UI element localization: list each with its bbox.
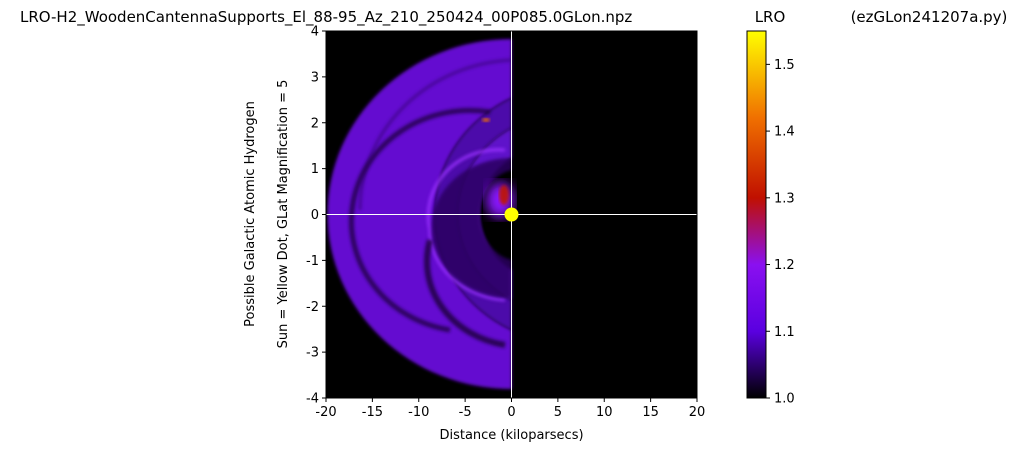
x-tick-label: 5 [554,405,562,420]
x-tick-label: -10 [408,405,429,420]
hotspot-upper [482,118,490,122]
y-tick-label: -4 [306,392,319,407]
x-axis-label: Distance (kiloparsecs) [439,428,583,443]
x-tick-label: -5 [459,405,472,420]
y-tick-label: 0 [311,208,319,223]
bright-arc [426,148,506,302]
x-axis-ticks: -20 -15 -10 -5 0 5 10 15 20 [315,398,705,420]
x-tick-label: 15 [642,405,659,420]
x-tick-label: 20 [689,405,706,420]
sun-marker [504,207,519,222]
colorbar-tick-label: 1.4 [774,125,795,140]
chart-title: LRO-H2_WoodenCantennaSupports_El_88-95_A… [20,8,632,27]
y-tick-label: -1 [306,254,319,269]
colorbar-tick-label: 1.1 [774,325,795,340]
y-tick-label: -2 [306,300,319,315]
lower-dark-arc [423,239,506,348]
y-tick-label: 2 [311,116,319,131]
colorbar-tick-label: 1.0 [774,392,795,407]
script-name: (ezGLon241207a.py) [851,8,1008,26]
colorbar [746,30,767,399]
y-tick-label: 4 [311,25,319,40]
disk-outer [327,39,512,389]
x-tick-label: 10 [596,405,613,420]
colorbar-ticks: 1.0 1.1 1.2 1.3 1.4 1.5 [766,58,795,407]
dark-arc-1 [348,107,491,333]
colorbar-tick-label: 1.2 [774,258,795,273]
center-hot [499,185,509,205]
colorbar-tick-label: 1.3 [774,191,795,206]
y-tick-label: 3 [311,70,319,85]
y-tick-label: 1 [311,162,319,177]
y-axis-label: Possible Galactic Atomic Hydrogen [243,101,258,327]
heatmap-image [327,39,514,389]
x-tick-label: 0 [507,405,515,420]
x-tick-label: -20 [315,405,336,420]
colorbar-tick-label: 1.5 [774,58,795,73]
inner-dark-hole [431,158,512,298]
y-axis-label-2: Sun = Yellow Dot, GLat Magnification = 5 [276,80,291,349]
x-tick-label: -15 [362,405,383,420]
dark-arc-2 [358,58,512,211]
y-axis-ticks: -4 -3 -2 -1 0 1 2 3 4 [306,25,326,407]
y-tick-label: -3 [306,346,319,361]
colorbar-title: LRO [755,8,786,26]
